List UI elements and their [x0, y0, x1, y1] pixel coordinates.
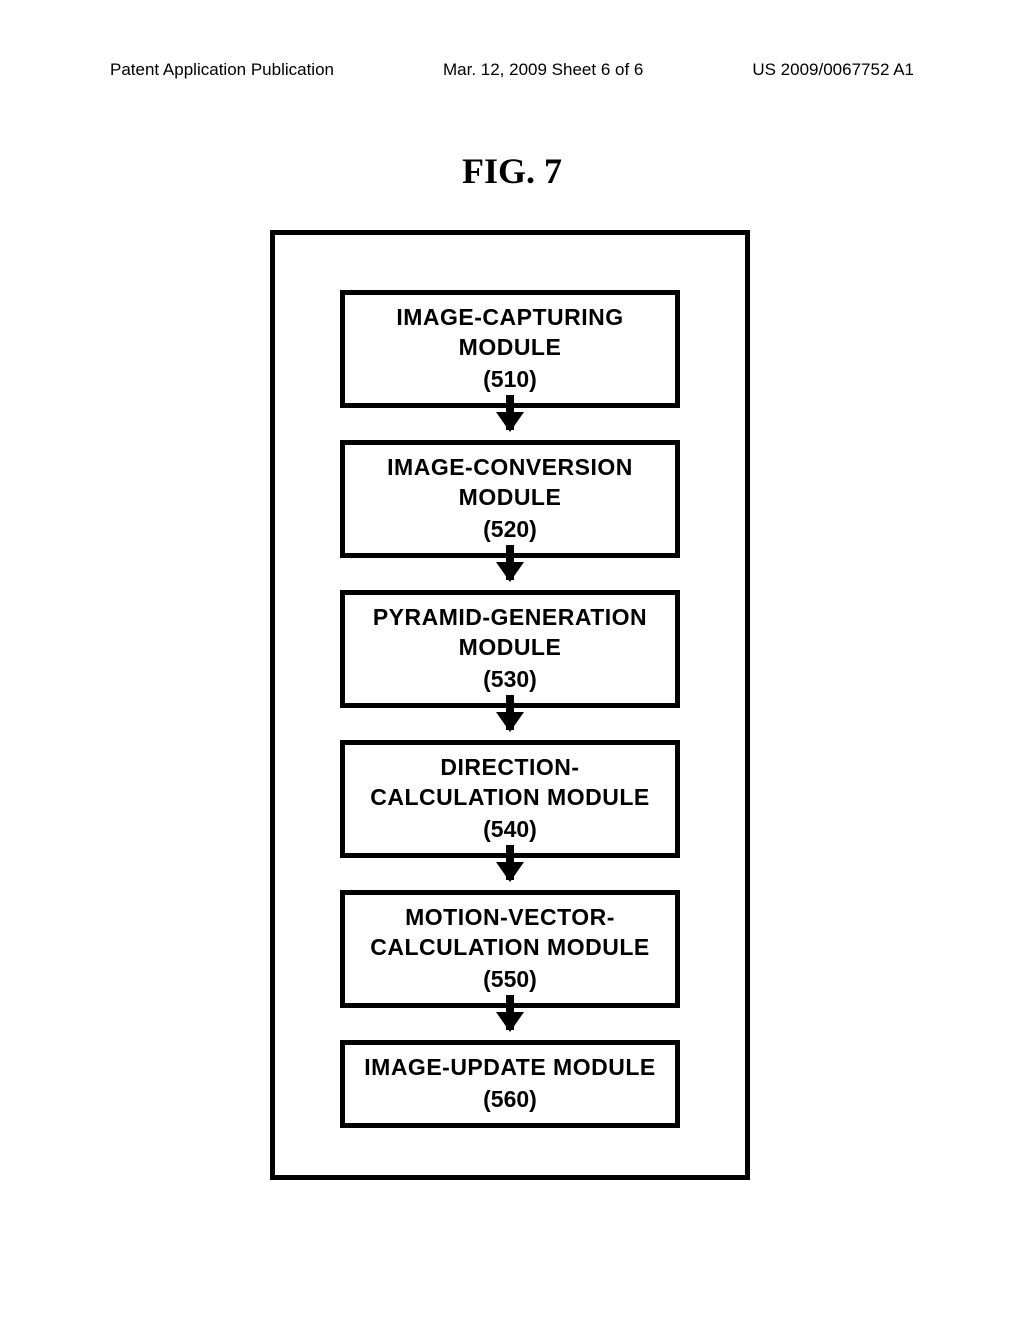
arrow-n4-n5 [506, 845, 514, 880]
header-right: US 2009/0067752 A1 [752, 60, 914, 80]
diagram-container: IMAGE-CAPTURINGMODULE(510) IMAGE-CONVERSI… [270, 230, 750, 1180]
module-label: DIRECTION-CALCULATION MODULE [351, 753, 669, 813]
module-number: (540) [351, 815, 669, 845]
module-label: IMAGE-UPDATE MODULE [351, 1053, 669, 1083]
module-number: (550) [351, 965, 669, 995]
module-box-n2: IMAGE-CONVERSIONMODULE(520) [340, 440, 680, 558]
arrow-n1-n2 [506, 395, 514, 430]
header-center: Mar. 12, 2009 Sheet 6 of 6 [443, 60, 643, 80]
module-number: (560) [351, 1085, 669, 1115]
module-number: (520) [351, 515, 669, 545]
module-number: (530) [351, 665, 669, 695]
arrow-n5-n6 [506, 995, 514, 1030]
module-number: (510) [351, 365, 669, 395]
page-header: Patent Application Publication Mar. 12, … [0, 60, 1024, 80]
figure-title: FIG. 7 [0, 150, 1024, 192]
header-left: Patent Application Publication [110, 60, 334, 80]
module-box-n5: MOTION-VECTOR-CALCULATION MODULE(550) [340, 890, 680, 1008]
module-box-n3: PYRAMID-GENERATIONMODULE(530) [340, 590, 680, 708]
module-label: IMAGE-CAPTURINGMODULE [351, 303, 669, 363]
module-box-n6: IMAGE-UPDATE MODULE(560) [340, 1040, 680, 1128]
module-box-n1: IMAGE-CAPTURINGMODULE(510) [340, 290, 680, 408]
arrow-n3-n4 [506, 695, 514, 730]
module-label: PYRAMID-GENERATIONMODULE [351, 603, 669, 663]
module-label: IMAGE-CONVERSIONMODULE [351, 453, 669, 513]
module-label: MOTION-VECTOR-CALCULATION MODULE [351, 903, 669, 963]
module-box-n4: DIRECTION-CALCULATION MODULE(540) [340, 740, 680, 858]
arrow-n2-n3 [506, 545, 514, 580]
